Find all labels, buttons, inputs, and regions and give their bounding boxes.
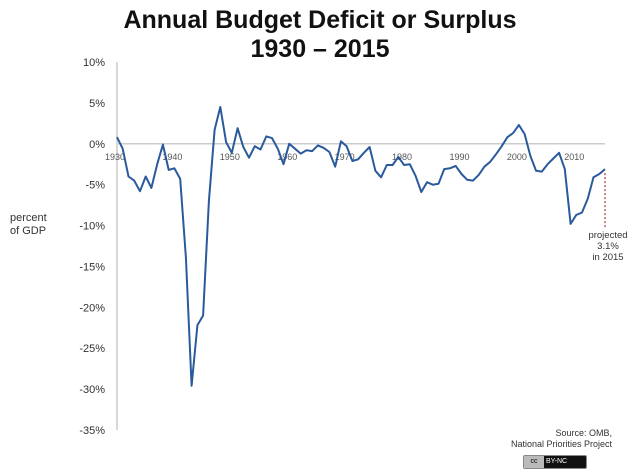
license-text: BY-NC — [545, 458, 568, 465]
x-tick-label: 1960 — [277, 152, 297, 162]
x-tick-label: 2010 — [564, 152, 584, 162]
y-tick-label: -5% — [85, 180, 105, 192]
y-tick-label: -30% — [79, 384, 105, 396]
annotation-line: 3.1% — [597, 241, 619, 252]
y-tick-label: 0% — [89, 139, 105, 151]
subtitle-line: 1930 – 2015 — [250, 35, 390, 63]
license-badge: cc BY-NC — [523, 455, 587, 469]
x-tick-label: 2000 — [507, 152, 527, 162]
deficit-series-line — [116, 106, 606, 387]
x-tick-label: 1990 — [449, 152, 469, 162]
x-tick-label: 1940 — [162, 152, 182, 162]
y-axis-label: percent of GDP — [10, 212, 47, 238]
source-line: Source: OMB, — [555, 428, 612, 438]
y-axis-label-line: percent — [10, 212, 47, 224]
y-axis-label-line: of GDP — [10, 225, 47, 237]
x-tick-label: 1950 — [220, 152, 240, 162]
x-tick-label: 1970 — [335, 152, 355, 162]
y-tick-label: -10% — [79, 221, 105, 233]
chart-title: Annual Budget Deficit or Surplus 1930 – … — [0, 6, 640, 64]
projection-annotation: projected 3.1% in 2015 — [576, 230, 640, 263]
y-tick-label: 10% — [83, 57, 105, 69]
cc-icon: cc — [524, 456, 544, 468]
annotation-line: projected — [588, 230, 628, 241]
x-tick-label: 1930 — [105, 152, 125, 162]
y-tick-label: -20% — [79, 302, 105, 314]
y-tick-label: -25% — [79, 343, 105, 355]
source-note: Source: OMB, National Priorities Project — [511, 428, 612, 450]
title-line: Annual Budget Deficit or Surplus — [123, 6, 517, 34]
source-line: National Priorities Project — [510, 439, 612, 449]
annotation-line: in 2015 — [592, 252, 624, 263]
y-tick-label: -15% — [79, 261, 105, 273]
y-tick-label: 5% — [89, 98, 105, 110]
x-tick-label: 1980 — [392, 152, 412, 162]
y-tick-label: -35% — [79, 425, 105, 437]
